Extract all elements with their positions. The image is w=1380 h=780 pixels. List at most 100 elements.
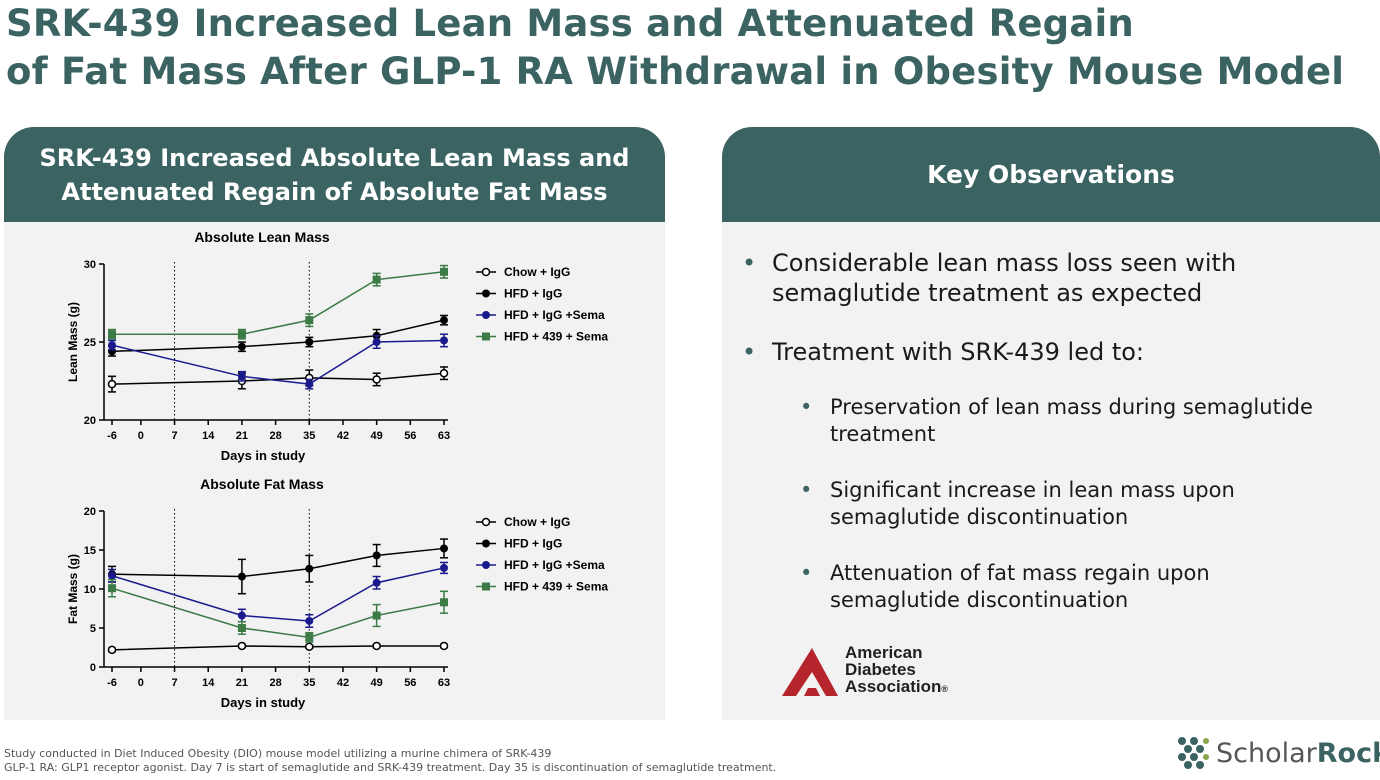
data-point — [305, 380, 314, 389]
chart-panel-header: SRK-439 Increased Absolute Lean Mass and… — [4, 127, 665, 222]
data-point — [108, 341, 116, 350]
chart-title: Absolute Fat Mass — [200, 476, 324, 492]
legend-label: HFD + IgG — [504, 537, 562, 551]
y-tick-label: 15 — [84, 545, 96, 557]
data-point — [305, 564, 314, 573]
observation-line: treatment — [830, 422, 936, 446]
bullet-dot-icon: • — [800, 395, 813, 419]
slide-title-line1: SRK-439 Increased Lean Mass and Attenuat… — [6, 2, 1134, 45]
chart-title: Absolute Lean Mass — [194, 229, 330, 245]
data-point — [372, 338, 381, 346]
x-tick-label: 7 — [171, 430, 177, 442]
x-tick-label: 63 — [438, 677, 450, 689]
chart-panel: SRK-439 Increased Absolute Lean Mass and… — [4, 127, 665, 720]
y-axis-label: Fat Mass (g) — [66, 554, 80, 624]
observations-panel: Key Observations • Considerable lean mas… — [722, 127, 1380, 720]
scholar-rock-wordmark: ScholarRock — [1216, 738, 1380, 769]
data-point — [108, 584, 116, 593]
x-tick-label: 49 — [371, 430, 383, 442]
y-tick-label: 20 — [84, 506, 96, 518]
x-tick-label: 63 — [438, 430, 450, 442]
y-tick-label: 30 — [84, 259, 96, 271]
series-line — [111, 567, 445, 622]
data-point — [107, 645, 117, 655]
data-point — [108, 571, 116, 580]
data-point — [237, 624, 246, 632]
observation-line: semaglutide treatment as expected — [772, 279, 1203, 307]
data-point — [305, 616, 314, 625]
data-point — [440, 267, 448, 276]
y-tick-label: 5 — [90, 623, 96, 635]
legend-label: HFD + IgG +Sema — [504, 308, 605, 322]
observation-line: Significant increase in lean mass upon — [830, 478, 1235, 502]
ada-logo-line: American — [845, 643, 923, 662]
x-tick-label: 42 — [337, 677, 349, 689]
x-tick-label: -6 — [107, 430, 117, 442]
y-tick-label: 20 — [84, 415, 96, 427]
data-point — [237, 372, 246, 381]
legend-marker — [481, 517, 491, 527]
y-tick-label: 0 — [90, 662, 96, 674]
x-tick-label: -6 — [107, 677, 117, 689]
x-axis-label: Days in study — [221, 695, 306, 710]
legend-marker — [482, 311, 490, 319]
brand-part1: Scholar — [1216, 738, 1317, 769]
x-tick-label: 49 — [371, 677, 383, 689]
data-point — [305, 338, 314, 346]
footnote: Study conducted in Diet Induced Obesity … — [4, 747, 776, 775]
observation-line: semaglutide discontinuation — [830, 588, 1129, 612]
data-point — [305, 642, 314, 651]
scholar-rock-logo: ScholarRock — [1172, 733, 1380, 773]
x-tick-label: 28 — [269, 430, 281, 442]
observation-sub-bullet: • Significant increase in lean mass upon… — [800, 477, 1235, 531]
legend-marker — [482, 289, 490, 298]
observation-line: semaglutide discontinuation — [830, 505, 1129, 529]
x-tick-label: 0 — [138, 430, 144, 442]
x-axis-label: Days in study — [221, 448, 306, 463]
data-point — [372, 578, 381, 587]
series-line — [111, 319, 445, 353]
legend-label: Chow + IgG — [504, 515, 570, 529]
ada-logo: American Diabetes Association® — [782, 644, 962, 704]
series-line — [111, 587, 445, 639]
data-point — [108, 330, 116, 339]
x-tick-label: 42 — [337, 430, 349, 442]
footnote-line1: Study conducted in Diet Induced Obesity … — [4, 747, 552, 760]
observation-bullet: • Considerable lean mass loss seen with … — [742, 248, 1236, 308]
data-point — [439, 368, 449, 378]
data-point — [237, 641, 247, 651]
data-point — [439, 641, 449, 651]
observation-sub-bullet: • Preservation of lean mass during semag… — [800, 394, 1313, 448]
data-point — [237, 342, 246, 351]
x-tick-label: 28 — [269, 677, 281, 689]
x-tick-label: 0 — [138, 677, 144, 689]
observations-header-text: Key Observations — [927, 160, 1175, 189]
data-point — [440, 563, 448, 572]
chart-panel-header-line1: SRK-439 Increased Absolute Lean Mass and — [39, 143, 630, 172]
scholar-rock-mark-icon — [1178, 737, 1209, 769]
y-axis-label: Lean Mass (g) — [66, 302, 80, 382]
x-tick-label: 56 — [404, 677, 416, 689]
x-tick-label: 21 — [236, 430, 248, 442]
data-point — [237, 611, 246, 620]
data-point — [372, 641, 381, 651]
y-tick-label: 10 — [84, 584, 96, 596]
series-line — [111, 645, 444, 651]
ada-logo-line: Diabetes — [845, 660, 916, 679]
data-point — [440, 544, 448, 553]
x-tick-label: 35 — [303, 677, 315, 689]
legend-marker — [482, 539, 490, 548]
data-point — [440, 316, 448, 325]
data-point — [237, 572, 246, 581]
series-line — [112, 271, 445, 335]
data-point — [440, 336, 448, 345]
series-line — [111, 372, 445, 385]
series-line — [111, 547, 445, 578]
brand-part2: Rock — [1316, 738, 1380, 769]
bullet-dot-icon: • — [800, 478, 813, 502]
data-point — [372, 375, 381, 384]
ada-logo-line: Association — [845, 677, 942, 696]
observation-line: Considerable lean mass loss seen with — [772, 249, 1237, 277]
x-tick-label: 7 — [171, 677, 177, 689]
ada-logo-text: American Diabetes Association® — [845, 644, 948, 698]
